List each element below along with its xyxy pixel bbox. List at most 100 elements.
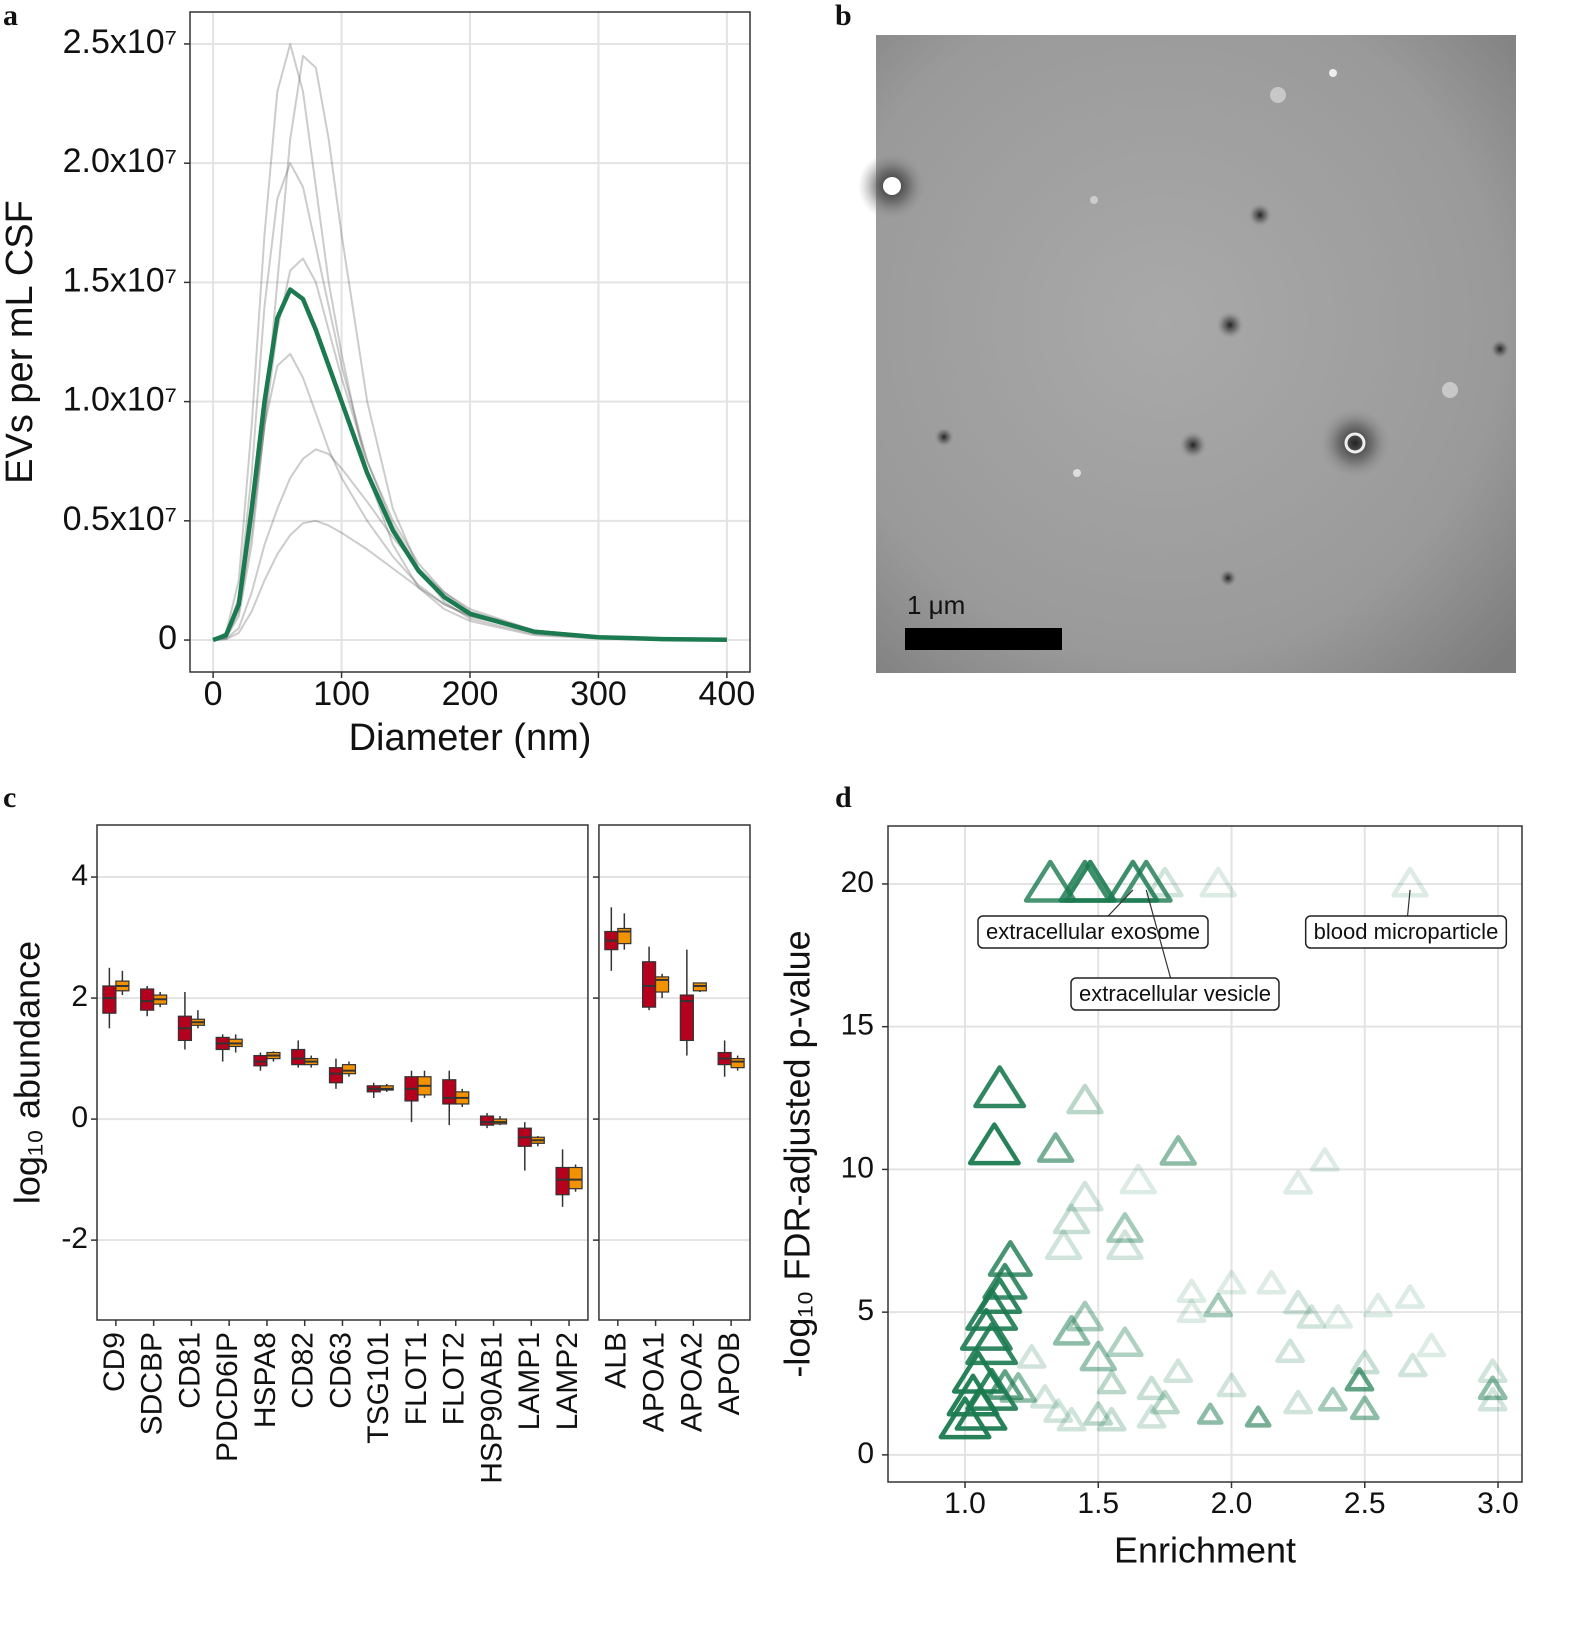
box bbox=[479, 1115, 495, 1126]
point bbox=[1216, 1372, 1247, 1398]
point bbox=[1477, 1375, 1508, 1401]
point bbox=[973, 1065, 1027, 1109]
line bbox=[212, 43, 727, 641]
point bbox=[1397, 1352, 1428, 1378]
vesicle bbox=[1270, 87, 1286, 103]
x-tick-label: APOB bbox=[713, 1332, 746, 1415]
y-tick-label: 2.5x10⁷ bbox=[63, 23, 177, 61]
box bbox=[641, 961, 657, 1008]
x-tick-label: 2.0 bbox=[1211, 1487, 1253, 1520]
vesicle bbox=[1216, 311, 1244, 339]
y-tick-label: 0 bbox=[71, 1101, 88, 1134]
x-tick-label: CD63 bbox=[324, 1332, 357, 1409]
point bbox=[1106, 1326, 1144, 1358]
x-tick-label: TSG101 bbox=[362, 1332, 395, 1444]
point bbox=[1283, 1169, 1314, 1195]
point bbox=[1363, 1292, 1393, 1318]
y-tick-label: 1.0x10⁷ bbox=[63, 381, 177, 419]
x-tick-label: CD9 bbox=[98, 1332, 131, 1392]
point bbox=[1023, 859, 1077, 903]
y-tick-label: 10 bbox=[841, 1151, 874, 1184]
point bbox=[965, 1287, 1019, 1331]
vesicle bbox=[1344, 432, 1366, 454]
point bbox=[1203, 1292, 1234, 1318]
label-box bbox=[977, 915, 1209, 949]
point bbox=[1066, 1300, 1104, 1332]
point bbox=[1066, 1083, 1104, 1115]
line bbox=[212, 287, 727, 643]
x-tick-label: FLOT2 bbox=[438, 1332, 471, 1425]
panel-border bbox=[887, 825, 1523, 1483]
point bbox=[1106, 1212, 1144, 1243]
label-leader bbox=[1145, 889, 1176, 995]
panel-letter: d bbox=[835, 781, 852, 814]
point bbox=[1096, 1369, 1127, 1395]
point bbox=[1477, 1386, 1508, 1412]
box bbox=[442, 1079, 457, 1105]
panel-letter: b bbox=[835, 0, 852, 32]
point bbox=[982, 1262, 1028, 1300]
point bbox=[1349, 1349, 1380, 1375]
point bbox=[1079, 1340, 1118, 1372]
x-tick-label: ALB bbox=[600, 1332, 633, 1389]
point bbox=[959, 1307, 1013, 1351]
point bbox=[1349, 1395, 1380, 1421]
point bbox=[1044, 1229, 1083, 1260]
scale-bar bbox=[905, 628, 1062, 650]
x-tick-label: PDCD6IP bbox=[211, 1332, 244, 1462]
y-tick-label: -2 bbox=[61, 1222, 88, 1255]
point bbox=[1309, 1147, 1340, 1172]
panel-border bbox=[96, 824, 589, 1321]
point bbox=[1275, 1338, 1306, 1363]
y-tick-label: 0 bbox=[857, 1437, 874, 1470]
point bbox=[1119, 1163, 1157, 1195]
point bbox=[1344, 1366, 1375, 1392]
point bbox=[1063, 859, 1117, 903]
vesicle bbox=[934, 427, 954, 447]
point bbox=[1199, 866, 1237, 898]
x-tick-label: HSP90AB1 bbox=[475, 1332, 508, 1484]
panel-border bbox=[598, 824, 751, 1321]
point-label: blood microparticle bbox=[1314, 919, 1499, 944]
point bbox=[1096, 1406, 1127, 1432]
point bbox=[1283, 1389, 1314, 1415]
x-tick-label: CD81 bbox=[173, 1332, 206, 1409]
point bbox=[965, 1367, 1019, 1411]
point bbox=[1196, 1402, 1224, 1425]
box bbox=[291, 1048, 306, 1066]
point bbox=[1052, 1203, 1091, 1235]
y-tick-label: 4 bbox=[71, 859, 88, 892]
x-tick-label: LAMP1 bbox=[513, 1332, 546, 1430]
x-tick-label: 100 bbox=[313, 675, 370, 713]
y-tick-label: 20 bbox=[841, 866, 874, 899]
x-tick-label: SDCBP bbox=[136, 1332, 169, 1435]
x-tick-label: CD82 bbox=[287, 1332, 320, 1409]
box bbox=[730, 1057, 745, 1069]
point bbox=[1146, 866, 1184, 898]
y-tick-label: 0 bbox=[158, 619, 177, 657]
point bbox=[1256, 1269, 1287, 1295]
point bbox=[938, 1396, 992, 1440]
box bbox=[555, 1166, 570, 1196]
point bbox=[1106, 1229, 1144, 1260]
point bbox=[1323, 1304, 1354, 1329]
point bbox=[967, 1122, 1021, 1166]
box bbox=[328, 1067, 344, 1084]
panel-letter: c bbox=[3, 781, 16, 814]
micrograph-background bbox=[876, 35, 1516, 673]
point bbox=[1136, 1404, 1167, 1429]
point-label: extracellular vesicle bbox=[1079, 981, 1271, 1006]
x-tick-label: 3.0 bbox=[1477, 1487, 1519, 1520]
x-tick-label: 2.5 bbox=[1344, 1487, 1386, 1520]
y-axis-title: -log₁₀ FDR-adjusted p-value bbox=[777, 930, 818, 1377]
micrograph bbox=[858, 35, 1516, 673]
point bbox=[1043, 1398, 1074, 1423]
box bbox=[140, 988, 155, 1011]
point bbox=[1066, 1180, 1104, 1212]
panel-border bbox=[189, 11, 751, 673]
y-tick-label: 2.0x10⁷ bbox=[63, 142, 177, 180]
box bbox=[341, 1064, 357, 1075]
x-tick-label: LAMP2 bbox=[551, 1332, 584, 1430]
box bbox=[568, 1166, 583, 1190]
